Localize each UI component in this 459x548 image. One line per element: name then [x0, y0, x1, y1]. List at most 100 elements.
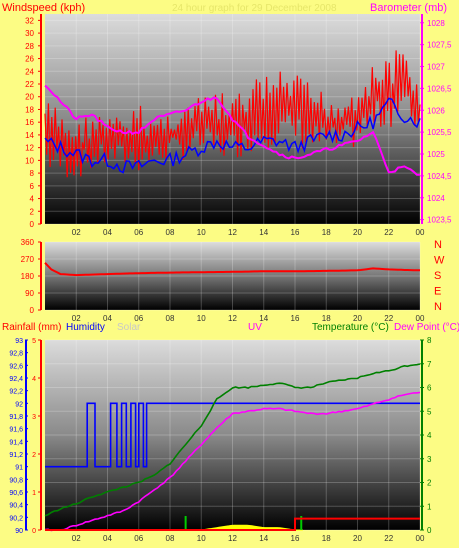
x-tick-label: 16	[291, 314, 300, 323]
x-tick-label: 10	[197, 228, 206, 237]
y-left-tick-label: 30	[25, 29, 34, 38]
x-tick-label: 12	[228, 228, 237, 237]
y-humidity-tick-label: 92	[15, 401, 23, 408]
y-humidity-tick-label: 92,6	[9, 363, 23, 370]
x-tick-label: 08	[166, 534, 175, 543]
wind-average-series	[44, 97, 421, 174]
x-tick-label: 00	[416, 228, 425, 237]
y-left-tick-label: 10	[25, 156, 34, 165]
dewpoint-series	[44, 391, 421, 532]
y-humidity-tick-label: 90,4	[9, 503, 23, 510]
y-humidity-tick-label: 91,6	[9, 427, 23, 434]
barometer-label: Barometer (mb)	[370, 2, 447, 14]
y-rain-tick-label: 2	[32, 452, 36, 459]
y-humidity-tick-label: 93	[15, 338, 23, 345]
y-direction-tick-label: 0	[30, 306, 35, 315]
y-right-tick-label: 1026	[427, 106, 445, 115]
x-tick-label: 20	[353, 228, 362, 237]
compass-label: W	[434, 255, 445, 267]
climate-panel	[45, 340, 420, 530]
y-right-tick-label: 5	[427, 407, 432, 416]
y-rain-tick-label: 5	[32, 338, 36, 345]
y-left-tick-label: 6	[30, 182, 35, 191]
temperature-series	[44, 363, 421, 517]
humidity-series	[45, 402, 420, 468]
solar-label: Solar	[117, 322, 141, 333]
y-direction-tick-label: 90	[25, 289, 34, 298]
y-right-tick-label: 1025,5	[427, 128, 452, 137]
y-direction-tick-label: 180	[21, 272, 35, 281]
y-right-tick-label: 4	[427, 431, 432, 440]
y-humidity-tick-label: 92,2	[9, 389, 23, 396]
windspeed-series	[44, 50, 421, 178]
y-left-tick-label: 26	[25, 55, 34, 64]
x-tick-label: 14	[259, 314, 268, 323]
x-tick-label: 20	[353, 534, 362, 543]
y-left-tick-label: 22	[25, 80, 34, 89]
x-tick-label: 18	[322, 228, 331, 237]
y-right-tick-label: 7	[427, 360, 432, 369]
y-right-tick-label: 1028	[427, 19, 445, 28]
y-right-tick-label: 6	[427, 384, 432, 393]
y-direction-tick-label: 270	[21, 255, 35, 264]
x-tick-label: 10	[197, 314, 206, 323]
x-tick-label: 06	[134, 228, 143, 237]
x-tick-label: 02	[72, 314, 81, 323]
y-left-tick-label: 0	[30, 220, 35, 229]
x-tick-label: 00	[416, 314, 425, 323]
temperature-label: Temperature (°C)	[312, 322, 389, 333]
y-rain-tick-label: 1	[32, 490, 36, 497]
y-humidity-tick-label: 90,8	[9, 477, 23, 484]
y-right-tick-label: 0	[427, 526, 432, 535]
compass-label: N	[434, 301, 442, 313]
y-right-tick-label: 2	[427, 479, 432, 488]
y-humidity-tick-label: 91	[15, 465, 23, 472]
direction-panel	[45, 242, 420, 310]
y-left-tick-label: 32	[25, 16, 34, 25]
x-tick-label: 02	[72, 228, 81, 237]
uv-series	[201, 524, 303, 531]
wind-direction-series	[44, 262, 420, 277]
x-tick-label: 22	[384, 534, 393, 543]
rainfall-label: Rainfall (mm)	[2, 322, 61, 333]
x-tick-label: 16	[291, 534, 300, 543]
x-tick-label: 04	[103, 228, 112, 237]
y-humidity-tick-label: 91,2	[9, 452, 23, 459]
compass-label: E	[434, 286, 441, 298]
y-right-tick-label: 8	[427, 336, 432, 345]
y-humidity-tick-label: 91,8	[9, 414, 23, 421]
x-tick-label: 04	[103, 314, 112, 323]
chart-title: 24 hour graph for 29 December 2008	[172, 3, 337, 14]
y-humidity-tick-label: 91,4	[9, 439, 23, 446]
x-tick-label: 12	[228, 534, 237, 543]
y-right-tick-label: 1025	[427, 150, 445, 159]
y-left-tick-label: 24	[25, 67, 34, 76]
x-tick-label: 14	[259, 534, 268, 543]
x-tick-label: 00	[416, 534, 425, 543]
y-humidity-tick-label: 92,4	[9, 376, 23, 383]
y-left-tick-label: 20	[25, 93, 34, 102]
x-tick-label: 22	[384, 314, 393, 323]
y-left-tick-label: 4	[30, 195, 35, 204]
x-tick-label: 04	[103, 534, 112, 543]
uv-label: UV	[248, 322, 262, 333]
y-left-tick-label: 8	[30, 169, 35, 178]
y-direction-tick-label: 360	[21, 238, 35, 247]
y-left-tick-label: 12	[25, 144, 34, 153]
x-tick-label: 08	[166, 314, 175, 323]
y-humidity-tick-label: 90,6	[9, 490, 23, 497]
y-humidity-tick-label: 90,2	[9, 515, 23, 522]
barometer-series	[44, 84, 420, 176]
x-tick-label: 16	[291, 228, 300, 237]
compass-label: N	[434, 239, 442, 251]
x-tick-label: 14	[259, 228, 268, 237]
y-left-tick-label: 2	[30, 207, 35, 216]
y-right-tick-label: 1027	[427, 63, 445, 72]
y-left-tick-label: 16	[25, 118, 34, 127]
x-tick-label: 22	[384, 228, 393, 237]
y-right-tick-label: 1024,5	[427, 172, 452, 181]
y-right-tick-label: 1024	[427, 194, 445, 203]
y-humidity-tick-label: 90	[15, 528, 23, 535]
y-right-tick-label: 3	[427, 455, 432, 464]
